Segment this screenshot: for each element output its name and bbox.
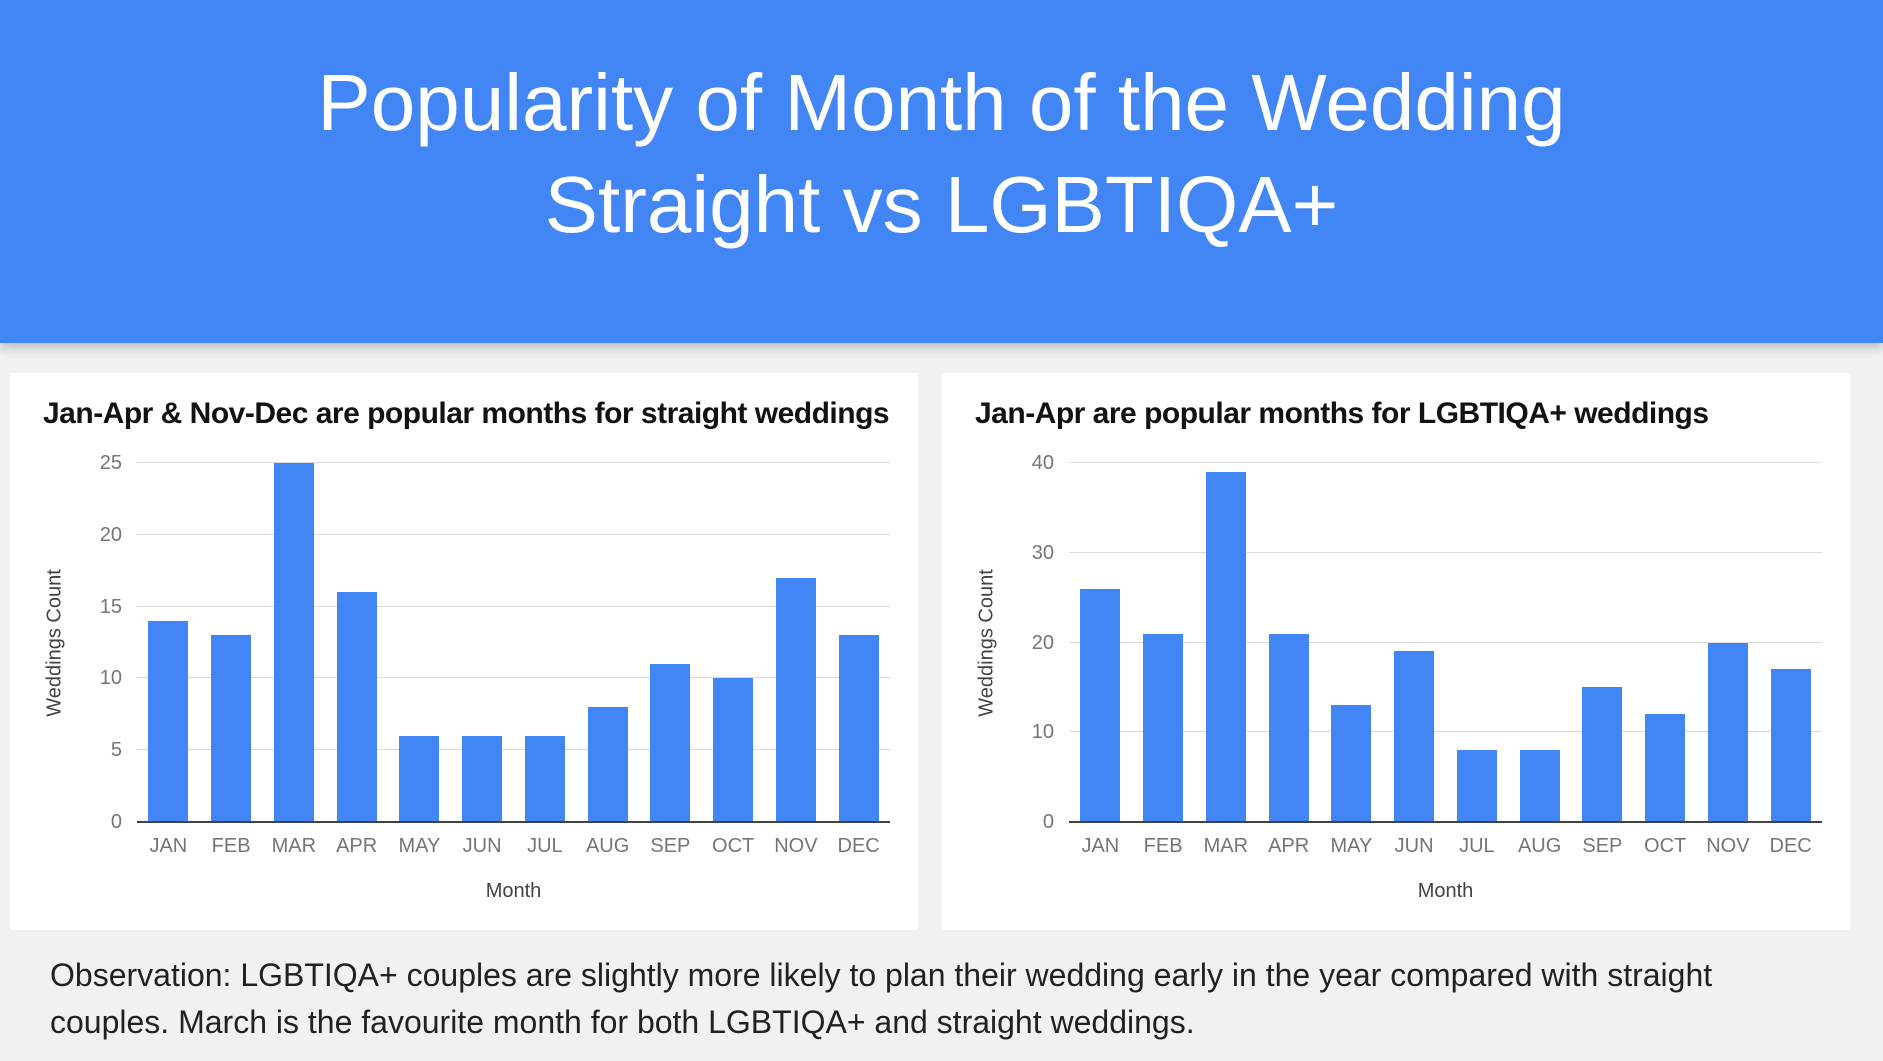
gridline: [137, 749, 890, 751]
gridline: [1069, 551, 1822, 553]
y-axis-title: Weddings Count: [43, 568, 65, 717]
gridline: [1069, 731, 1822, 733]
x-tick-label: NOV: [774, 835, 818, 857]
bar-oct: [1645, 714, 1686, 822]
x-tick-label: APR: [1268, 835, 1310, 857]
bar-feb: [1143, 633, 1184, 822]
bar-apr: [1268, 633, 1309, 822]
x-tick-label: MAR: [1203, 835, 1249, 857]
y-tick-label: 40: [1031, 452, 1054, 474]
x-tick-label: JUN: [462, 835, 502, 857]
x-tick-label: MAY: [398, 835, 441, 857]
x-tick-label: DEC: [1769, 835, 1812, 857]
bar-sep: [1582, 687, 1623, 822]
x-tick-label: MAY: [1330, 835, 1373, 857]
gridline: [137, 533, 890, 535]
y-tick-label: 0: [110, 811, 122, 833]
x-tick-label: OCT: [712, 835, 755, 857]
x-tick-label: FEB: [211, 835, 251, 857]
x-tick-label: AUG: [1517, 835, 1562, 857]
bar-jan: [148, 620, 189, 822]
bar-jul: [1456, 750, 1497, 822]
x-tick-label: NOV: [1706, 835, 1750, 857]
y-tick-label: 0: [1042, 811, 1054, 833]
gridline: [1069, 462, 1822, 463]
bar-chart-lgbtiqa: 0 10 20 30 40 JAN FEB MAR APR MAY JUN JUL AUG SEP OCT N…: [942, 373, 1850, 930]
y-tick-label: 20: [99, 523, 122, 546]
chart-title-lgbtiqa: Jan-Apr are popular months for LGBTIQA+ …: [975, 397, 1709, 430]
x-axis-line: [137, 821, 890, 823]
y-tick-label: 10: [99, 667, 122, 690]
bar-jul: [524, 735, 565, 822]
chart-title-straight: Jan-Apr & Nov-Dec are popular months for…: [43, 397, 890, 430]
bar-may: [399, 735, 440, 822]
bar-jun: [462, 735, 503, 822]
bar-aug: [1519, 750, 1560, 822]
bar-jun: [1394, 651, 1435, 822]
y-tick-label: 20: [1031, 631, 1054, 654]
gridline: [137, 605, 890, 607]
bar-feb: [211, 635, 252, 822]
x-tick-label: JAN: [1081, 835, 1120, 857]
gridline: [137, 677, 890, 679]
x-tick-label: OCT: [1644, 835, 1687, 857]
y-tick-label: 15: [99, 595, 122, 618]
bar-sep: [650, 664, 691, 822]
bar-dec: [838, 635, 879, 822]
x-tick-label: JUL: [1459, 835, 1495, 857]
page-title: Popularity of Month of the Wedding Strai…: [0, 0, 1883, 256]
y-tick-label: 5: [110, 739, 122, 762]
x-tick-label: JUL: [527, 835, 563, 857]
x-tick-label: MAR: [271, 835, 317, 857]
x-tick-label: JAN: [149, 835, 188, 857]
x-tick-label: SEP: [1582, 835, 1623, 857]
bar-jan: [1080, 588, 1121, 822]
x-tick-label: SEP: [650, 835, 691, 857]
y-axis-title: Weddings Count: [975, 568, 997, 717]
bar-chart-straight: 0 5 10 15 20 25 JAN FEB MAR APR MAY JUN JUL AUG SEP OCT…: [10, 373, 918, 930]
charts-row: Jan-Apr & Nov-Dec are popular months for…: [10, 373, 1873, 930]
observation-text: Observation: LGBTIQA+ couples are slight…: [50, 957, 1713, 1040]
x-tick-label: JUN: [1394, 835, 1434, 857]
bar-oct: [713, 678, 754, 822]
x-axis-line: [1069, 821, 1822, 823]
bar-dec: [1770, 669, 1811, 822]
page-title-line2: Straight vs LGBTIQA+: [544, 160, 1339, 249]
x-tick-label: AUG: [585, 835, 630, 857]
header-banner: Popularity of Month of the Wedding Strai…: [0, 0, 1883, 343]
y-tick-label: 30: [1031, 541, 1054, 564]
x-axis-title: Month: [485, 880, 542, 902]
chart-card-straight: Jan-Apr & Nov-Dec are popular months for…: [10, 373, 918, 930]
bar-may: [1331, 705, 1372, 822]
x-tick-label: DEC: [837, 835, 880, 857]
gridline: [1069, 641, 1822, 643]
y-tick-label: 25: [99, 452, 122, 474]
y-tick-label: 10: [1031, 721, 1054, 744]
chart-card-lgbtiqa: Jan-Apr are popular months for LGBTIQA+ …: [942, 373, 1850, 930]
gridline: [137, 462, 890, 463]
bar-aug: [587, 707, 628, 822]
page-title-line1: Popularity of Month of the Wedding: [317, 58, 1566, 147]
bar-mar: [1205, 471, 1246, 822]
bar-apr: [336, 592, 377, 822]
x-axis-title: Month: [1417, 880, 1474, 902]
x-tick-label: FEB: [1143, 835, 1183, 857]
bar-mar: [273, 463, 314, 822]
bar-nov: [775, 577, 816, 822]
x-tick-label: APR: [336, 835, 378, 857]
bar-nov: [1707, 642, 1748, 822]
